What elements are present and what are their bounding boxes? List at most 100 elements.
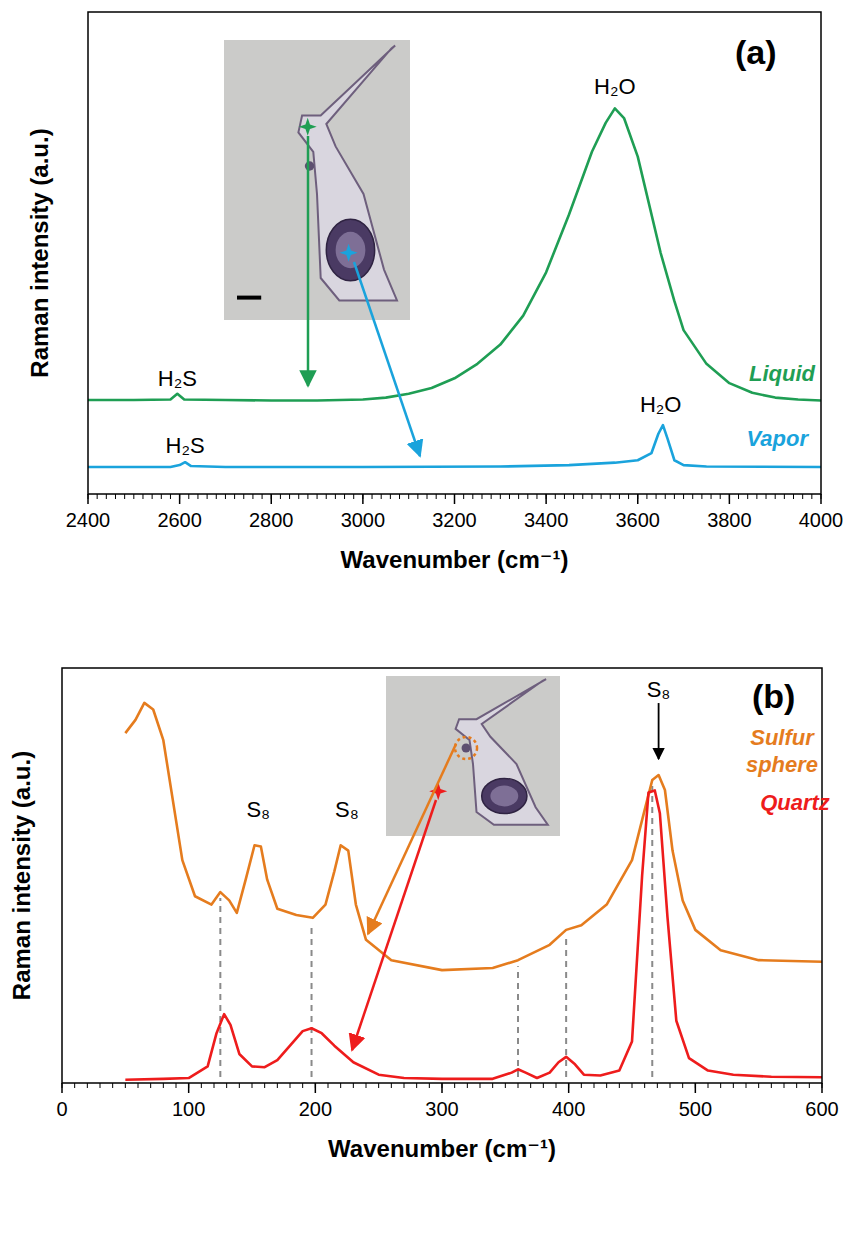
- peak-label: S₈: [335, 797, 359, 822]
- reference-line: [517, 966, 519, 1077]
- tick: [821, 1083, 823, 1093]
- tick: [637, 494, 639, 504]
- minor-tick: [280, 494, 281, 499]
- minor-tick: [463, 494, 464, 499]
- tick-label: 2400: [66, 509, 111, 531]
- minor-tick: [404, 1083, 405, 1088]
- tick-label: 3400: [524, 509, 569, 531]
- minor-tick: [372, 494, 373, 499]
- tick-label: 100: [172, 1098, 205, 1120]
- minor-tick: [509, 494, 510, 499]
- inset-background: [386, 676, 560, 836]
- axis-title: Raman intensity (a.u.): [8, 751, 35, 1000]
- minor-tick: [796, 1083, 797, 1088]
- tick-label: 200: [299, 1098, 332, 1120]
- minor-tick: [543, 1083, 544, 1088]
- minor-tick: [307, 494, 308, 499]
- inset-background: [224, 40, 410, 320]
- tick: [568, 1083, 570, 1093]
- panel-label: (a): [735, 33, 777, 71]
- minor-tick: [480, 1083, 481, 1088]
- tick-label: 3600: [616, 509, 661, 531]
- minor-tick: [784, 494, 785, 499]
- minor-tick: [619, 494, 620, 499]
- minor-tick: [133, 494, 134, 499]
- tick-label: 500: [679, 1098, 712, 1120]
- tick-label: 400: [552, 1098, 585, 1120]
- minor-tick: [353, 1083, 354, 1088]
- tick-label: 2800: [249, 509, 294, 531]
- minor-tick: [682, 1083, 683, 1088]
- scale-bar: [237, 296, 261, 300]
- minor-tick: [454, 1083, 455, 1088]
- minor-tick: [161, 494, 162, 499]
- minor-tick: [492, 1083, 493, 1088]
- minor-tick: [711, 494, 712, 499]
- minor-tick: [692, 494, 693, 499]
- plot-frame: [88, 12, 821, 494]
- series-label: Sulfursphere: [746, 725, 818, 777]
- minor-tick: [518, 1083, 519, 1088]
- minor-tick: [500, 494, 501, 499]
- minor-tick: [657, 1083, 658, 1088]
- minor-tick: [74, 1083, 75, 1088]
- minor-tick: [527, 494, 528, 499]
- tick-label: 3800: [707, 509, 752, 531]
- sulfur-sphere: [462, 744, 471, 753]
- minor-tick: [201, 1083, 202, 1088]
- minor-tick: [644, 1083, 645, 1088]
- tick-label: 300: [425, 1098, 458, 1120]
- minor-tick: [445, 494, 446, 499]
- minor-tick: [239, 1083, 240, 1088]
- minor-tick: [150, 1083, 151, 1088]
- peak-label: H₂S: [166, 433, 205, 458]
- minor-tick: [746, 1083, 747, 1088]
- series-label: Liquid: [749, 361, 816, 386]
- minor-tick: [436, 494, 437, 499]
- minor-tick: [328, 1083, 329, 1088]
- minor-tick: [326, 494, 327, 499]
- tick: [271, 494, 273, 504]
- series-label: Quartz: [760, 790, 830, 815]
- tick: [315, 1083, 317, 1093]
- tick-label: 3000: [341, 509, 386, 531]
- minor-tick: [115, 494, 116, 499]
- series-label-line: Sulfur: [750, 725, 815, 750]
- minor-tick: [163, 1083, 164, 1088]
- tick: [188, 1083, 190, 1093]
- spectrum-line: [88, 108, 821, 400]
- minor-tick: [766, 494, 767, 499]
- tick: [820, 494, 822, 504]
- minor-tick: [536, 494, 537, 499]
- minor-tick: [656, 494, 657, 499]
- marker-star: [299, 118, 317, 136]
- minor-tick: [619, 1083, 620, 1088]
- tick: [695, 1083, 697, 1093]
- peak-label: H₂O: [594, 74, 636, 99]
- minor-tick: [197, 494, 198, 499]
- reference-line: [219, 898, 221, 1077]
- minor-tick: [381, 494, 382, 499]
- minor-tick: [771, 1083, 772, 1088]
- minor-tick: [416, 1083, 417, 1088]
- minor-tick: [170, 494, 171, 499]
- minor-tick: [555, 494, 556, 499]
- minor-tick: [289, 494, 290, 499]
- sulfur-sphere: [305, 161, 314, 170]
- minor-tick: [775, 494, 776, 499]
- minor-tick: [188, 494, 189, 499]
- axis-title: Wavenumber (cm⁻¹): [328, 1135, 556, 1162]
- tick: [362, 494, 364, 504]
- minor-tick: [142, 494, 143, 499]
- minor-tick: [708, 1083, 709, 1088]
- minor-tick: [97, 494, 98, 499]
- tick-label: 600: [805, 1098, 838, 1120]
- minor-tick: [335, 494, 336, 499]
- minor-tick: [317, 494, 318, 499]
- minor-tick: [632, 1083, 633, 1088]
- target-circle: [455, 737, 477, 759]
- minor-tick: [125, 1083, 126, 1088]
- figure: 240026002800300032003400360038004000Wave…: [0, 0, 851, 1258]
- minor-tick: [214, 1083, 215, 1088]
- peak-label: H₂S: [158, 366, 197, 391]
